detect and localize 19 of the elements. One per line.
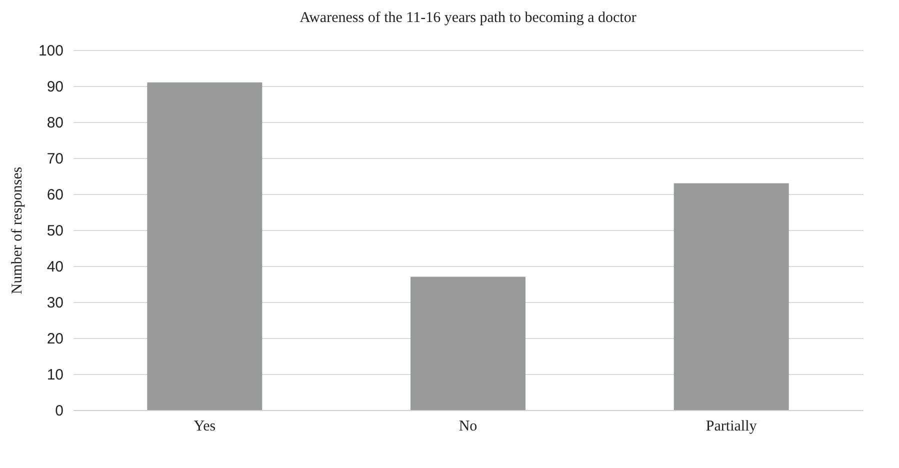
y-tick-label: 50 <box>46 222 64 240</box>
y-tick-label: 100 <box>38 42 64 60</box>
y-tick-label: 80 <box>46 114 64 132</box>
y-axis-title: Number of responses <box>9 166 26 294</box>
bar <box>147 82 262 410</box>
bar <box>674 183 789 410</box>
y-tick-label: 90 <box>46 78 64 96</box>
y-tick-label: 60 <box>46 186 64 204</box>
y-tick-label: 20 <box>46 330 64 348</box>
y-tick-label: 40 <box>46 258 64 276</box>
y-tick-label: 30 <box>46 294 64 312</box>
bar <box>410 276 526 410</box>
x-tick-label: Yes <box>194 418 216 434</box>
chart-title: Awareness of the 11-16 years path to becoming a doctor <box>300 10 636 26</box>
y-tick-label: 70 <box>46 150 64 168</box>
x-tick-label: No <box>458 418 478 434</box>
x-tick-label: Partially <box>706 418 758 434</box>
y-tick-label: 10 <box>46 366 64 384</box>
y-tick-label: 0 <box>55 402 64 420</box>
